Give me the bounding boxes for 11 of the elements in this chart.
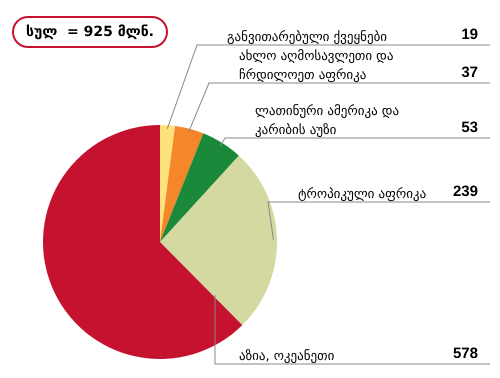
- slice-label: განვითარებული ქვეყნები: [227, 30, 388, 45]
- slice-label: აზია, ოკეანეთი: [239, 349, 335, 364]
- slice-label: ტროპიკული აფრიკა: [298, 187, 426, 202]
- chart-title: სულ = 925 მლნ.: [12, 16, 168, 48]
- data-label: 239: [452, 183, 478, 200]
- slice-label: ახლო აღმოსავლეთი და ჩრდილოეთ აფრიკა: [239, 49, 394, 83]
- data-label: 578: [452, 345, 478, 362]
- slice-label: ლათინური ამერიკა და კარიბის აუზი: [255, 104, 400, 138]
- data-label: 53: [461, 119, 478, 136]
- data-label: 37: [461, 64, 478, 81]
- data-label: 19: [461, 26, 478, 43]
